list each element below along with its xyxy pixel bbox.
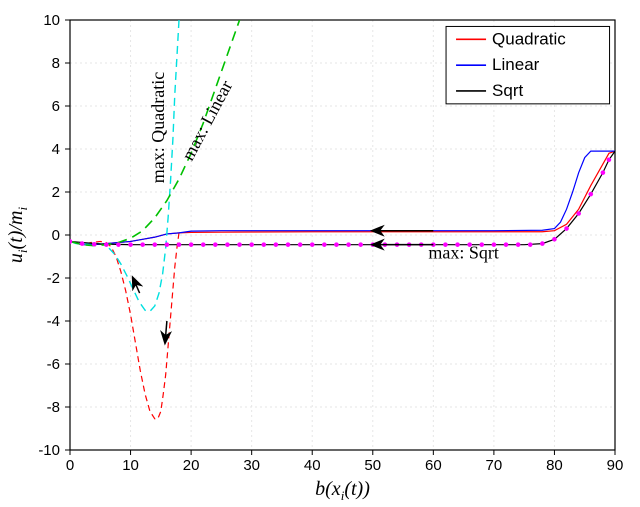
svg-text:90: 90 xyxy=(607,457,624,474)
x-axis-label: b(xi(t)) xyxy=(315,478,370,503)
legend-item: Linear xyxy=(492,55,540,74)
svg-text:-8: -8 xyxy=(47,399,60,416)
svg-text:50: 50 xyxy=(364,457,381,474)
svg-text:60: 60 xyxy=(425,457,442,474)
svg-text:10: 10 xyxy=(43,12,60,29)
svg-text:-6: -6 xyxy=(47,356,60,373)
svg-text:4: 4 xyxy=(52,141,60,158)
legend-item: Sqrt xyxy=(492,81,523,100)
y-axis-label: ui(t)/mi xyxy=(5,207,30,264)
svg-text:6: 6 xyxy=(52,98,60,115)
svg-text:8: 8 xyxy=(52,55,60,72)
svg-text:20: 20 xyxy=(183,457,200,474)
annotation: max: Quadratic xyxy=(148,72,168,183)
svg-text:0: 0 xyxy=(52,227,60,244)
svg-text:2: 2 xyxy=(52,184,60,201)
annotation: max: Sqrt xyxy=(428,243,499,263)
chart-container: 0 10 20 30 40 50 60 70 80 90 -10 -8 -6 -4 -2 0 2 4 6 8 10 max… xyxy=(0,0,640,507)
legend-item: Quadratic xyxy=(492,29,566,48)
svg-text:80: 80 xyxy=(546,457,563,474)
svg-text:40: 40 xyxy=(304,457,321,474)
svg-text:-4: -4 xyxy=(47,313,60,330)
svg-text:-2: -2 xyxy=(47,270,60,287)
svg-text:10: 10 xyxy=(122,457,139,474)
svg-text:70: 70 xyxy=(486,457,503,474)
svg-text:0: 0 xyxy=(66,457,74,474)
svg-text:-10: -10 xyxy=(38,442,60,459)
svg-text:30: 30 xyxy=(243,457,260,474)
